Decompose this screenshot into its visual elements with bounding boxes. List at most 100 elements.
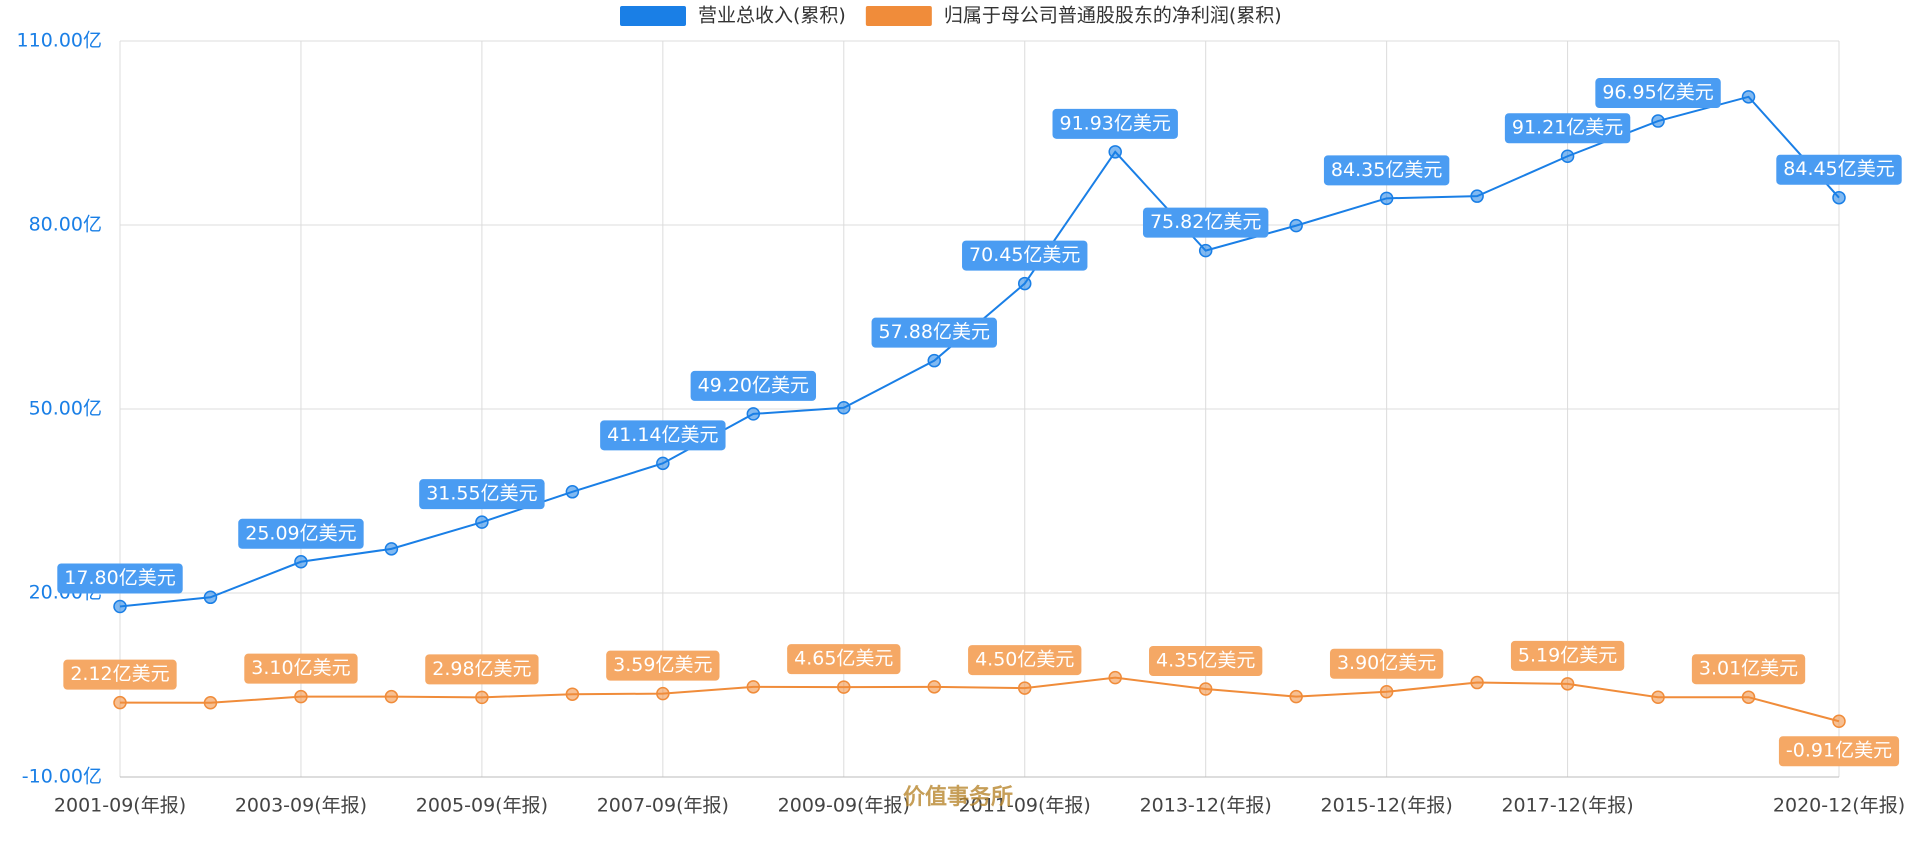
value-label: 3.01亿美元 xyxy=(1699,658,1798,680)
value-label: 4.50亿美元 xyxy=(975,649,1074,671)
data-point xyxy=(1832,714,1846,728)
value-label-group: 3.01亿美元 xyxy=(1691,654,1806,685)
value-label: 57.88亿美元 xyxy=(879,321,990,343)
value-label: 70.45亿美元 xyxy=(969,244,1080,266)
x-tick-label: 2011-09(年报) xyxy=(959,795,1091,817)
data-point xyxy=(1198,243,1213,258)
data-point xyxy=(1560,677,1575,691)
data-point xyxy=(1741,90,1756,104)
x-tick-label: 2007-09(年报) xyxy=(597,795,729,817)
x-tick-label: 2005-09(年报) xyxy=(416,795,548,817)
data-point xyxy=(1470,675,1484,690)
data-point xyxy=(475,515,489,529)
value-label-box xyxy=(1778,736,1900,767)
value-label-group: 31.55亿美元 xyxy=(419,479,545,510)
value-label-box xyxy=(244,653,358,684)
value-label-box xyxy=(1052,108,1178,139)
data-point xyxy=(746,680,761,694)
data-point xyxy=(1108,145,1122,159)
value-label-group: 3.90亿美元 xyxy=(1329,648,1444,679)
data-point xyxy=(1108,670,1122,685)
data-point xyxy=(475,690,489,705)
value-label: 31.55亿美元 xyxy=(426,483,537,505)
value-label-box xyxy=(600,420,726,451)
value-label-box xyxy=(1329,648,1444,679)
value-label-box xyxy=(1504,113,1631,144)
value-label-group: 5.19亿美元 xyxy=(1510,640,1625,671)
data-point xyxy=(1470,189,1484,203)
value-label: 75.82亿美元 xyxy=(1150,211,1261,233)
value-label-box xyxy=(690,370,817,401)
y-tick-label: 80.00亿 xyxy=(29,214,102,236)
y-tick-label: -10.00亿 xyxy=(22,766,102,788)
data-point xyxy=(1651,114,1665,128)
value-label-group: 70.45亿美元 xyxy=(962,240,1088,271)
value-label-group: 4.35亿美元 xyxy=(1149,645,1263,676)
x-tick-label: 2015-12(年报) xyxy=(1321,795,1453,817)
x-tick-label: 2001-09(年报) xyxy=(54,795,186,817)
value-label: 17.80亿美元 xyxy=(64,567,175,589)
value-label-group: 84.45亿美元 xyxy=(1776,154,1902,185)
value-label-group: -0.91亿美元 xyxy=(1778,736,1900,767)
value-label: 96.95亿美元 xyxy=(1602,82,1713,104)
value-label-box xyxy=(1510,640,1625,671)
value-label-box xyxy=(63,659,177,690)
value-label-box xyxy=(1323,155,1450,186)
value-label-group: 3.10亿美元 xyxy=(244,653,358,684)
data-point xyxy=(1379,191,1394,206)
value-label-group: 84.35亿美元 xyxy=(1323,155,1450,186)
value-label-box xyxy=(968,645,1082,676)
value-label: -0.91亿美元 xyxy=(1786,740,1892,762)
data-point xyxy=(746,407,761,421)
value-label-group: 75.82亿美元 xyxy=(1142,207,1269,238)
value-label-group: 2.98亿美元 xyxy=(425,654,539,685)
data-point xyxy=(1741,690,1756,704)
value-label-box xyxy=(1142,207,1269,238)
data-point xyxy=(1017,276,1032,291)
value-label-box xyxy=(871,317,997,348)
value-label-box xyxy=(425,654,539,685)
value-label: 4.65亿美元 xyxy=(794,648,893,670)
data-point xyxy=(113,695,127,710)
data-point xyxy=(656,686,670,701)
legend-swatch xyxy=(865,6,932,26)
value-label: 25.09亿美元 xyxy=(245,522,356,544)
data-point xyxy=(384,542,399,556)
data-point xyxy=(294,689,308,704)
data-point xyxy=(927,680,942,694)
data-point xyxy=(1832,190,1846,205)
data-point xyxy=(837,401,851,415)
value-label-group: 41.14亿美元 xyxy=(600,420,726,451)
value-label-group: 3.59亿美元 xyxy=(606,650,720,681)
x-tick-label: 2017-12(年报) xyxy=(1501,795,1633,817)
legend-label: 归属于母公司普通股股东的净利润(累积) xyxy=(944,5,1282,27)
value-label-box xyxy=(238,518,364,549)
legend-swatch xyxy=(620,6,686,26)
y-tick-label: 110.00亿 xyxy=(17,30,102,52)
x-tick-label: 2009-09(年报) xyxy=(778,795,910,817)
value-label-box xyxy=(419,479,545,510)
value-label: 3.59亿美元 xyxy=(613,654,712,676)
value-label-group: 25.09亿美元 xyxy=(238,518,364,549)
data-point xyxy=(1560,149,1575,163)
value-label: 3.90亿美元 xyxy=(1337,652,1436,674)
data-point xyxy=(565,687,580,701)
series-line xyxy=(119,676,1840,723)
data-point xyxy=(203,696,218,710)
watermark: 价值事务所 xyxy=(903,784,1013,810)
x-tick-label: 2013-12(年报) xyxy=(1140,795,1272,817)
data-point xyxy=(1289,689,1303,704)
data-point xyxy=(927,353,942,368)
data-point xyxy=(1289,218,1303,233)
data-point xyxy=(656,456,670,471)
value-label-group: 57.88亿美元 xyxy=(871,317,997,348)
data-point xyxy=(1651,690,1665,705)
value-label: 41.14亿美元 xyxy=(607,424,718,446)
value-label: 2.98亿美元 xyxy=(432,658,531,680)
data-point xyxy=(1017,681,1032,695)
value-label-box xyxy=(962,240,1088,271)
value-label-group: 91.93亿美元 xyxy=(1052,108,1178,139)
value-label-box xyxy=(1149,645,1263,676)
value-label: 91.93亿美元 xyxy=(1060,112,1171,134)
value-label: 49.20亿美元 xyxy=(698,374,809,396)
